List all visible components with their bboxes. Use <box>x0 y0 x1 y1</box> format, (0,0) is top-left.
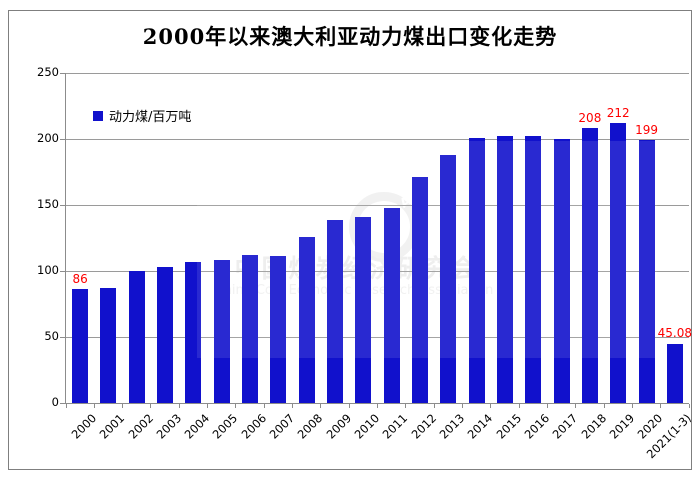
x-axis-tick <box>93 404 95 408</box>
y-axis-tick <box>60 402 65 404</box>
x-axis-tick <box>575 404 577 408</box>
legend: 动力煤/百万吨 <box>93 106 191 125</box>
bar <box>270 256 287 403</box>
grid-line <box>66 72 689 74</box>
x-axis-tick <box>688 404 690 408</box>
bar <box>525 136 542 403</box>
grid-line <box>66 204 689 206</box>
x-axis-label: 2015 <box>493 411 524 442</box>
x-axis-tick <box>546 404 548 408</box>
x-axis-label: 2008 <box>295 411 326 442</box>
x-axis-label: 2007 <box>266 411 298 442</box>
x-axis-tick <box>660 404 662 408</box>
y-axis-tick <box>60 138 65 140</box>
x-axis-label: 2001 <box>96 411 128 442</box>
bar <box>72 289 89 403</box>
chart-frame: 2000年以来澳大利亚动力煤出口变化走势 CERA 中国煤炭经济研究会 Chin… <box>8 10 694 470</box>
legend-swatch-icon <box>93 110 103 121</box>
x-axis-tick <box>263 404 265 408</box>
x-axis-label: 2016 <box>521 411 553 442</box>
x-axis-label: 2011 <box>379 411 411 442</box>
x-axis-tick <box>603 404 605 408</box>
x-axis-tick <box>461 404 463 408</box>
x-axis-tick <box>207 404 209 408</box>
x-axis-label: 2005 <box>210 411 241 442</box>
x-axis-tick <box>490 404 492 408</box>
grid-line <box>66 270 689 272</box>
bar <box>355 216 372 403</box>
x-axis-label: 2018 <box>578 411 609 442</box>
x-axis-label: 2012 <box>408 411 439 442</box>
data-label: 208 <box>578 111 602 126</box>
data-label: 45.08 <box>657 326 693 341</box>
x-axis-label: 2014 <box>464 411 496 442</box>
bar <box>496 136 513 403</box>
x-axis-label: 2013 <box>436 411 468 442</box>
x-axis-tick <box>518 404 520 408</box>
bar <box>327 219 344 403</box>
x-axis-label: 2017 <box>549 411 581 442</box>
x-axis-label: 2000 <box>68 411 100 442</box>
y-axis-tick <box>60 336 65 338</box>
bar <box>213 260 230 403</box>
data-label: 212 <box>606 106 630 121</box>
y-axis-label: 50 <box>44 329 59 343</box>
y-axis-label: 150 <box>37 197 59 211</box>
x-axis-label: 2003 <box>153 411 185 442</box>
bar <box>298 236 315 403</box>
grid-line <box>66 336 689 338</box>
bar <box>157 267 174 403</box>
x-axis-label: 2002 <box>125 411 156 442</box>
x-axis-tick <box>122 404 124 408</box>
bar <box>100 288 117 403</box>
x-axis-tick <box>405 404 407 408</box>
bar <box>128 271 145 403</box>
x-axis-tick <box>65 404 67 408</box>
x-axis-tick <box>178 404 180 408</box>
bar <box>553 139 570 403</box>
chart-title: 2000年以来澳大利亚动力煤出口变化走势 <box>142 24 558 49</box>
bar <box>468 137 485 403</box>
bar <box>185 261 202 403</box>
legend-label: 动力煤/百万吨 <box>109 110 192 125</box>
x-axis-label: 2009 <box>323 411 354 442</box>
grid-line <box>66 138 689 140</box>
y-axis-label: 200 <box>37 131 59 145</box>
x-axis-tick <box>377 404 378 408</box>
y-axis-label: 0 <box>51 395 59 409</box>
bar <box>638 140 655 403</box>
x-axis-label: 2006 <box>238 411 269 442</box>
bar <box>411 177 428 403</box>
x-axis-tick <box>631 404 633 408</box>
x-axis-tick <box>320 404 322 408</box>
x-axis-label: 2010 <box>351 411 383 442</box>
x-axis-tick <box>433 404 435 408</box>
y-axis-tick <box>60 72 65 74</box>
bar <box>242 255 259 403</box>
bar <box>383 207 400 403</box>
data-label: 199 <box>635 123 658 138</box>
bar <box>581 128 598 403</box>
bar <box>610 123 627 403</box>
bar <box>666 343 683 403</box>
y-axis-tick <box>60 270 65 272</box>
x-axis-tick <box>235 404 237 408</box>
x-axis-label: 2019 <box>606 411 638 442</box>
bar <box>440 154 457 403</box>
data-label: 86 <box>72 272 88 287</box>
y-axis-label: 100 <box>37 263 59 277</box>
x-axis-label: 2004 <box>181 411 213 442</box>
y-axis-tick <box>60 204 65 206</box>
x-axis-tick <box>348 404 350 408</box>
x-axis-tick <box>292 404 294 408</box>
y-axis-label: 250 <box>37 65 59 79</box>
x-axis-tick <box>150 404 152 408</box>
